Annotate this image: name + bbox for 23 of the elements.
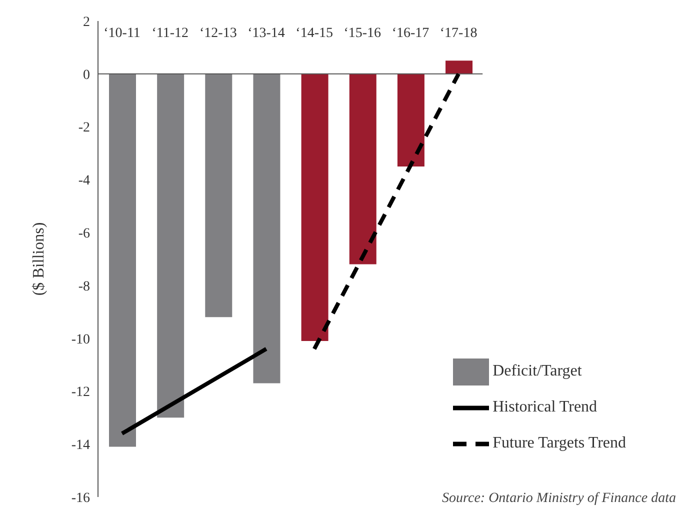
y-tick-label: -6 — [78, 226, 90, 242]
x-tick-label: ‘10-11 — [104, 26, 140, 41]
x-tick-label: ‘17-18 — [440, 26, 478, 41]
y-tick-label: -12 — [71, 385, 90, 400]
y-tick-label: -2 — [78, 120, 90, 136]
y-tick-label: -10 — [71, 332, 90, 348]
y-tick-label: -14 — [71, 438, 90, 454]
y-tick-label: 2 — [83, 14, 90, 30]
x-tick-label: ‘13-14 — [248, 26, 285, 41]
y-tick-label: -4 — [78, 174, 90, 189]
y-axis-title: ($ Billions) — [30, 222, 48, 296]
y-tick-label: -8 — [78, 279, 90, 294]
x-tick-label: ‘12-13 — [200, 26, 237, 41]
x-tick-label: ‘15-16 — [344, 26, 382, 41]
annotation: Source: Ontario Ministry of Finance data — [442, 491, 676, 507]
x-tick-label: ‘14-15 — [296, 26, 333, 41]
legend-label: Future Targets Trend — [492, 434, 626, 452]
x-tick-label: ‘16-17 — [392, 26, 430, 41]
y-tick-label: 0 — [83, 68, 90, 83]
y-tick-label: -16 — [71, 490, 90, 506]
x-tick-label: ‘11-12 — [152, 26, 189, 41]
legend-label: Historical Trend — [492, 398, 598, 416]
legend-label: Deficit/Target — [492, 362, 582, 380]
